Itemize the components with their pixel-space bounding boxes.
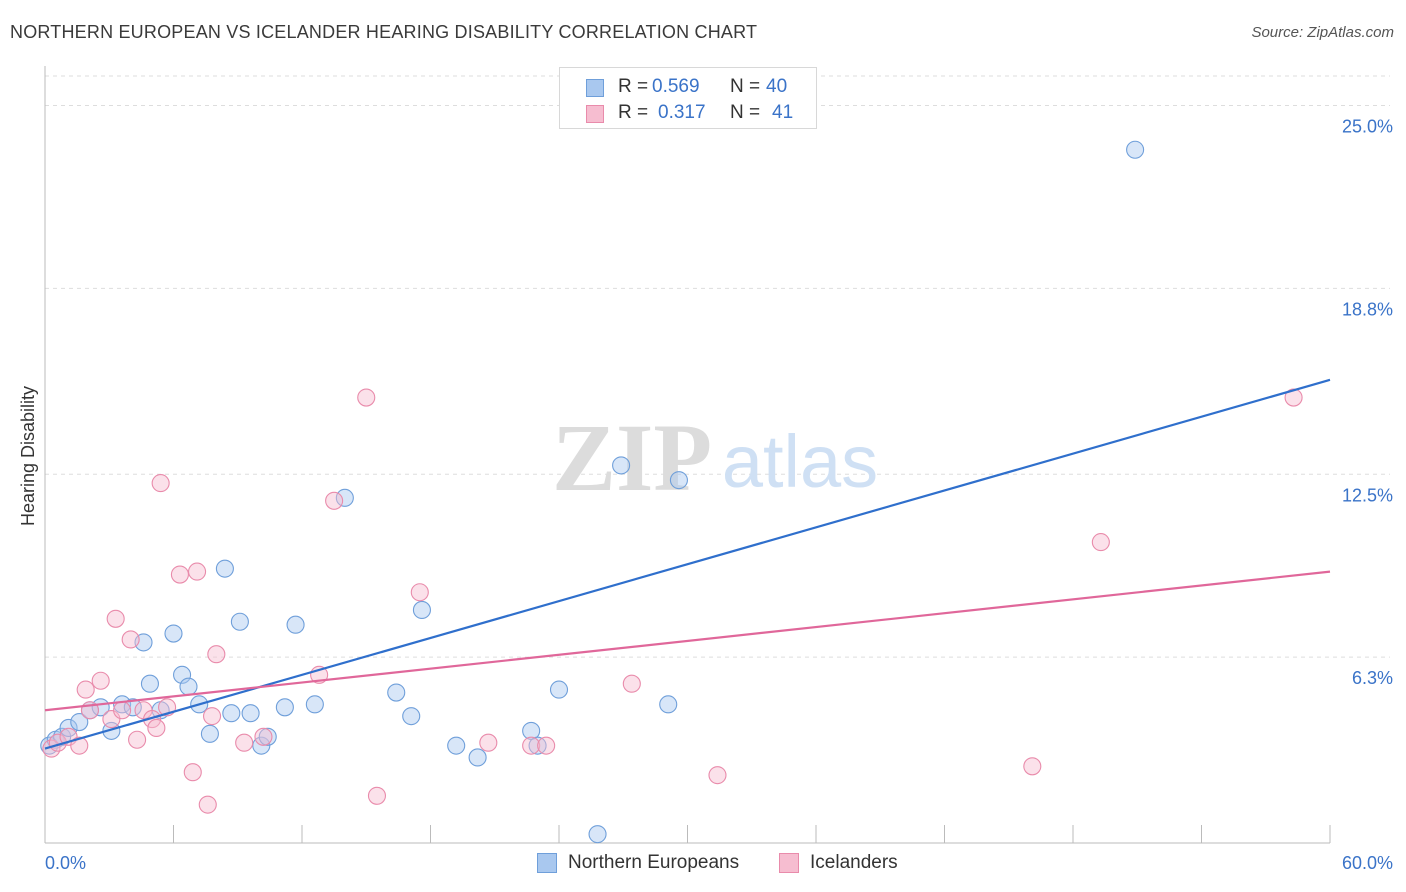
legend-n-label: N =	[730, 76, 761, 97]
point-icelander	[188, 562, 207, 581]
point-northern-european	[387, 683, 406, 702]
point-northern-european	[230, 612, 249, 631]
point-icelander	[522, 736, 541, 755]
point-icelander	[113, 701, 132, 720]
point-northern-european	[612, 456, 631, 475]
x-tick-label: 0.0%	[45, 853, 86, 873]
point-icelander	[410, 583, 429, 602]
trendline-icelanders	[44, 570, 1331, 712]
point-northern-european	[140, 674, 159, 693]
point-northern-european	[241, 704, 260, 723]
point-northern-european	[113, 695, 132, 714]
point-northern-european	[70, 712, 89, 732]
y-tick-label: 12.5%	[1342, 485, 1393, 505]
point-northern-european	[549, 680, 569, 699]
y-tick-label: 25.0%	[1342, 117, 1393, 137]
point-northern-european	[412, 600, 431, 620]
point-icelander	[254, 727, 273, 746]
watermark-zip: ZIP	[552, 404, 712, 511]
series-label: Northern Europeans	[568, 852, 740, 873]
point-northern-european	[468, 748, 487, 767]
point-icelander	[147, 718, 166, 738]
point-northern-european	[402, 707, 421, 726]
point-northern-european	[215, 559, 234, 578]
series-swatch-blue	[537, 853, 557, 873]
legend-n-value: 40	[766, 76, 788, 97]
point-icelander	[151, 474, 170, 493]
legend-n-value: 41	[772, 102, 794, 123]
point-icelander	[121, 630, 140, 649]
point-northern-european	[275, 698, 294, 717]
legend-swatch-blue	[586, 79, 604, 97]
point-icelander	[143, 710, 162, 729]
series-swatch-pink	[779, 853, 799, 873]
point-icelander	[170, 565, 189, 584]
point-northern-european	[286, 615, 305, 634]
point-icelander	[183, 763, 202, 782]
point-northern-european	[1126, 140, 1145, 159]
point-northern-european	[588, 825, 607, 844]
watermark-atlas: atlas	[722, 420, 878, 503]
legend-r-value: 0.569	[652, 76, 700, 97]
point-northern-european	[669, 471, 688, 490]
legend-n-label: N =	[730, 102, 761, 123]
point-icelander	[102, 710, 121, 729]
point-northern-european	[659, 695, 678, 714]
y-tick-label: 6.3%	[1352, 668, 1393, 688]
chart-title: NORTHERN EUROPEAN VS ICELANDER HEARING D…	[10, 22, 758, 42]
y-tick-label: 18.8%	[1342, 299, 1393, 319]
tick-labels: 25.0% 18.8% 12.5% 6.3% 0.0% 60.0%	[45, 117, 1393, 874]
point-icelander	[1023, 757, 1042, 776]
point-icelander	[106, 609, 125, 628]
point-icelander	[622, 674, 641, 693]
point-northern-european	[335, 488, 354, 507]
point-northern-european	[173, 665, 192, 684]
correlation-legend: R = 0.569 N = 40 R = 0.317 N = 41	[559, 67, 817, 129]
point-northern-european	[222, 704, 241, 723]
watermark: ZIP atlas	[552, 404, 878, 511]
point-icelander	[207, 645, 226, 664]
point-northern-european	[123, 698, 142, 717]
point-icelander	[708, 766, 727, 785]
point-icelander	[91, 671, 110, 690]
point-icelander	[1284, 388, 1303, 407]
source-label: Source: ZipAtlas.com	[1251, 24, 1394, 41]
legend-swatch-pink	[586, 105, 604, 123]
point-icelander	[367, 786, 387, 805]
trend-layer	[44, 378, 1331, 750]
point-northern-european	[258, 727, 277, 746]
point-icelander	[203, 707, 222, 726]
series-label: Icelanders	[810, 852, 898, 873]
axis-layer	[44, 66, 1331, 844]
y-axis-label: Hearing Disability	[18, 386, 38, 526]
point-icelander	[357, 388, 376, 407]
point-northern-european	[164, 624, 183, 643]
point-icelander	[70, 736, 89, 755]
legend-r-value: 0.317	[658, 102, 706, 123]
legend-r-label: R =	[618, 76, 649, 97]
point-icelander	[537, 736, 556, 755]
point-icelander	[325, 491, 344, 510]
point-northern-european	[305, 695, 324, 714]
legend-r-label: R =	[618, 102, 649, 123]
point-icelander	[479, 733, 498, 752]
point-icelander	[235, 733, 254, 752]
point-northern-european	[179, 677, 198, 696]
grid-layer	[45, 75, 1390, 658]
point-northern-european	[252, 736, 271, 755]
x-tick-label: 60.0%	[1342, 853, 1393, 873]
point-icelander	[76, 680, 95, 699]
point-northern-european	[200, 724, 219, 743]
point-northern-european	[447, 736, 466, 755]
point-icelander	[1091, 533, 1110, 552]
point-icelander	[198, 795, 217, 814]
point-icelander	[128, 730, 147, 749]
